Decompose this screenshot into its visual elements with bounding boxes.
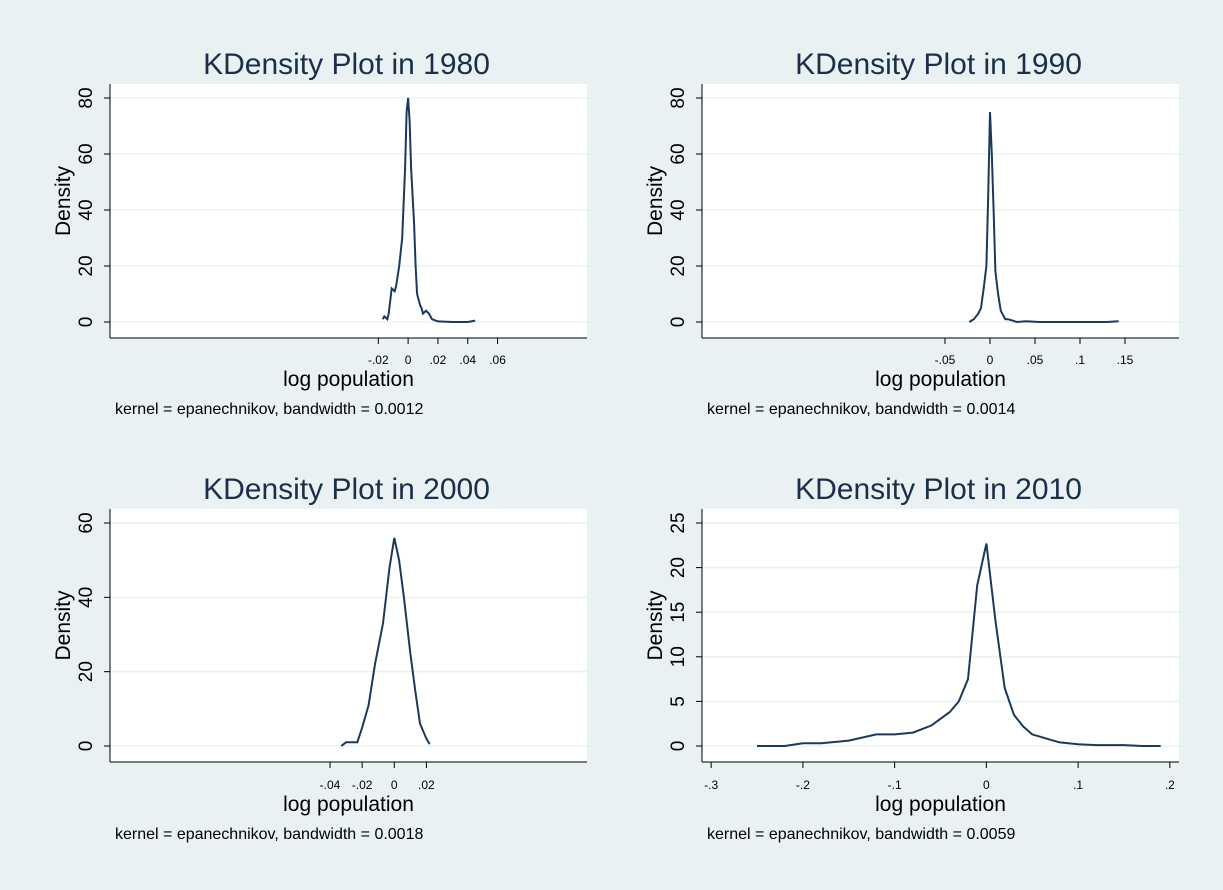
y-tick-label: 20 <box>76 255 97 276</box>
kernel-note: kernel = epanechnikov, bandwidth = 0.001… <box>707 401 1015 418</box>
x-tick-label: -.02 <box>352 778 373 792</box>
y-tick-label: 5 <box>668 696 689 707</box>
x-tick-label: .06 <box>489 353 506 367</box>
y-tick-label: 40 <box>76 587 97 608</box>
x-tick-label: -.05 <box>935 353 956 367</box>
x-tick-label: 0 <box>405 353 412 367</box>
y-axis-title: Density <box>52 590 75 661</box>
y-tick-label: 60 <box>76 143 97 164</box>
x-tick-label: -.1 <box>888 778 902 792</box>
density-curve <box>340 537 431 747</box>
x-axis-title: log population <box>283 793 414 816</box>
plot-area <box>110 84 587 338</box>
chart-title: KDensity Plot in 2010 <box>795 473 1082 506</box>
y-tick-label: 0 <box>668 741 689 752</box>
density-curve <box>968 111 1119 324</box>
y-tick-label: 20 <box>668 255 689 276</box>
chart-panel-1: 0 20 40 60 80 -.02 0 .02 .04 .06 KDensity Plot in … <box>52 48 587 418</box>
x-tick-label: .02 <box>418 778 435 792</box>
y-tick-label: 15 <box>668 602 689 623</box>
plot-area <box>702 509 1179 762</box>
x-axis-title: log population <box>283 368 414 391</box>
y-tick-label: 60 <box>76 512 97 533</box>
x-axis-title: log population <box>875 368 1006 391</box>
x-tick-label: -.2 <box>796 778 810 792</box>
y-tick-label: 10 <box>668 646 689 667</box>
y-tick-label: 0 <box>668 317 689 328</box>
y-tick-label: 0 <box>76 741 97 752</box>
x-tick-label: .02 <box>430 353 447 367</box>
y-tick-label: 20 <box>76 661 97 682</box>
y-axis-title: Density <box>644 590 667 661</box>
chart-panel-2: 0 20 40 60 80 -.05 0 .05 .1 .15 KDensity Plot in 1… <box>644 48 1179 418</box>
density-curve <box>757 543 1161 747</box>
plot-area <box>110 509 587 762</box>
y-axis-title: Density <box>644 165 667 236</box>
y-tick-label: 25 <box>668 512 689 533</box>
y-tick-label: 0 <box>76 317 97 328</box>
kernel-note: kernel = epanechnikov, bandwidth = 0.001… <box>115 401 423 418</box>
x-tick-label: 0 <box>987 353 994 367</box>
kernel-note: kernel = epanechnikov, bandwidth = 0.005… <box>707 826 1015 843</box>
y-tick-label: 20 <box>668 557 689 578</box>
x-axis-title: log population <box>875 793 1006 816</box>
x-tick-label: .05 <box>1027 353 1044 367</box>
chart-panel-3: 0 20 40 60 -.04 -.02 0 .02 KDensity Plot in 2000… <box>52 473 587 843</box>
kernel-note: kernel = epanechnikov, bandwidth = 0.001… <box>115 826 423 843</box>
x-tick-label: .1 <box>1073 778 1083 792</box>
y-tick-label: 40 <box>668 199 689 220</box>
chart-title: KDensity Plot in 1980 <box>203 48 490 81</box>
x-tick-label: 0 <box>391 778 398 792</box>
x-tick-label: -.02 <box>368 353 389 367</box>
y-tick-label: 80 <box>76 87 97 108</box>
x-tick-label: 0 <box>983 778 990 792</box>
x-tick-label: .2 <box>1165 778 1175 792</box>
plot-area <box>702 84 1179 338</box>
chart-title: KDensity Plot in 2000 <box>203 473 490 506</box>
x-tick-label: .15 <box>1117 353 1134 367</box>
x-tick-label: -.04 <box>320 778 341 792</box>
chart-title: KDensity Plot in 1990 <box>795 48 1082 81</box>
x-tick-label: .04 <box>459 353 476 367</box>
y-tick-label: 40 <box>76 199 97 220</box>
y-axis-title: Density <box>52 165 75 236</box>
y-tick-label: 60 <box>668 143 689 164</box>
x-tick-label: .1 <box>1075 353 1085 367</box>
chart-panel-4: 0 5 10 15 20 25 -.3 -.2 -.1 0 .1 .2 KDensity Plot in… <box>644 473 1179 843</box>
y-tick-label: 80 <box>668 87 689 108</box>
density-curve <box>381 97 476 323</box>
x-tick-label: -.3 <box>704 778 718 792</box>
